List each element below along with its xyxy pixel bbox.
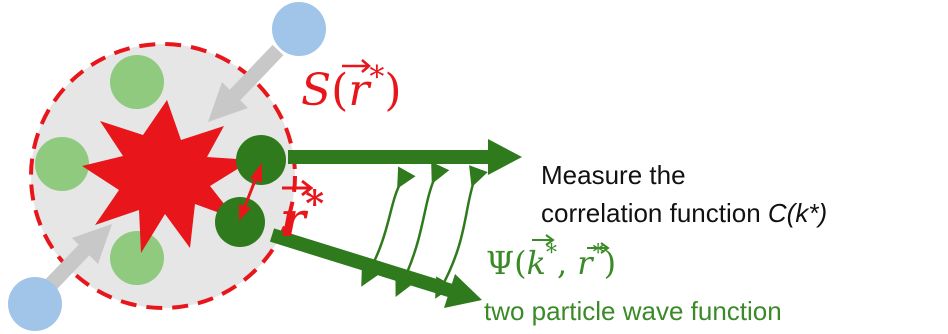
beam-particle-top <box>272 2 326 56</box>
separation-label: r* <box>280 183 324 248</box>
sep-vec-symbol: r <box>280 192 309 248</box>
pair-particle-1 <box>236 135 286 185</box>
collision-star <box>82 100 252 253</box>
sep-vec-star: * <box>305 183 324 225</box>
wave-arg-k: k <box>527 244 546 282</box>
beam-particle-bottom <box>8 277 62 331</box>
particle-light-bottom <box>110 231 164 285</box>
outgoing-arrow-upper <box>288 139 522 175</box>
measure-line-2: correlation function C(k*) <box>541 198 827 228</box>
particle-light-top <box>110 55 164 109</box>
separation-vector-arrow <box>239 163 262 221</box>
measure-line-1: Measure the <box>541 160 686 190</box>
wave-arg-r-star: * <box>593 241 604 266</box>
wave-func-symbol: Ψ <box>486 244 514 282</box>
measure-line-2-text: correlation function <box>541 198 768 228</box>
wave-arg-k-star: * <box>546 241 557 266</box>
measure-func-label: C(k*) <box>768 198 827 228</box>
particle-light-left <box>35 137 89 191</box>
pair-particle-2 <box>215 197 265 247</box>
interaction-arrows <box>361 161 488 299</box>
source-func-symbol: S <box>301 65 331 116</box>
wave-function-label: Ψ(k*, r*) <box>486 241 616 282</box>
wave-arg-r-vector-arrow <box>587 242 610 254</box>
wave-arg-k-vector-arrow <box>532 234 555 246</box>
source-arg-star: * <box>369 60 384 95</box>
source-arg-symbol: r <box>348 65 372 116</box>
wave-function-caption: two particle wave function <box>484 296 782 326</box>
wave-arg-r: r <box>577 244 594 282</box>
incoming-beam-top-right <box>208 44 284 122</box>
source-function-label: S(r*) <box>301 60 402 116</box>
source-arg-vector-arrow <box>342 59 371 73</box>
sep-vector-arrow <box>282 179 314 197</box>
